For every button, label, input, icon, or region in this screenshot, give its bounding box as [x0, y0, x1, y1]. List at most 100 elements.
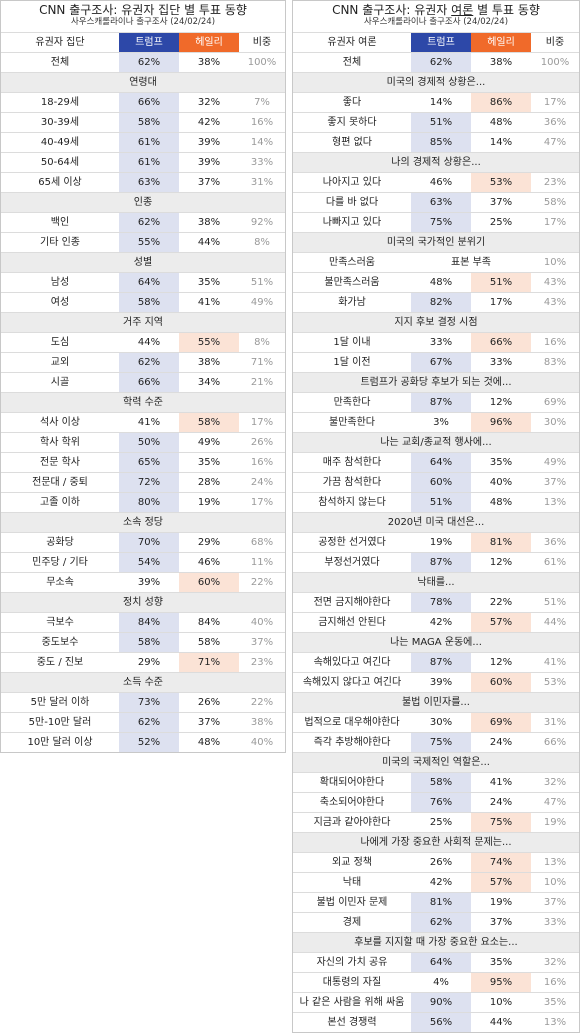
header-label: 유권자 여론: [327, 37, 377, 48]
table-row: 기타 인종 55% 44% 8%: [1, 232, 285, 252]
row-label: 남성: [50, 277, 70, 288]
trump-value: 39%: [137, 577, 161, 588]
trump-value: 41%: [137, 417, 161, 428]
row-label: 65세 이상: [38, 177, 82, 188]
row-label: 무소속: [46, 577, 74, 588]
row-label: 좋지 못하다: [327, 117, 377, 128]
haley-value: 37%: [489, 917, 513, 928]
row-label: 다를 바 없다: [325, 197, 379, 208]
haley-value: 38%: [197, 357, 221, 368]
haley-value: 48%: [489, 117, 513, 128]
share-value: 43%: [543, 277, 567, 288]
table-row: 화가남 82% 17% 43%: [293, 292, 579, 312]
haley-value: 37%: [197, 177, 221, 188]
row-label: 10만 달러 이상: [27, 737, 93, 748]
table-row: 만족스러움 표본 부족 10%: [293, 252, 579, 272]
haley-value: 40%: [489, 477, 513, 488]
row-label: 전체: [342, 57, 362, 68]
row-label: 확대되어야한다: [319, 777, 385, 788]
table-row: 경제 62% 37% 33%: [293, 912, 579, 932]
title-prefix: CNN 출구조사: 유권자: [332, 3, 452, 17]
page-subtitle: 사우스캐롤라이나 출구조사 (24/02/24): [70, 17, 216, 27]
share-value: 33%: [543, 917, 567, 928]
row-label: 불만족스러움: [324, 277, 380, 288]
haley-value: 75%: [471, 813, 531, 832]
section-header: 학력 수준: [1, 392, 285, 412]
table-row: 65세 이상 63% 37% 31%: [1, 172, 285, 192]
haley-value: 14%: [489, 137, 513, 148]
share-value: 37%: [250, 637, 274, 648]
share-value: 100%: [247, 57, 277, 68]
trump-value: 3%: [433, 417, 449, 428]
header-haley: 헤일리: [179, 33, 239, 52]
share-value: 11%: [250, 557, 274, 568]
share-value: 7%: [254, 97, 270, 108]
share-value: 38%: [250, 717, 274, 728]
row-label: 참석하지 않는다: [318, 497, 386, 508]
haley-value: 74%: [471, 853, 531, 872]
section-header: 트럼프가 공화당 후보가 되는 것에...: [293, 372, 579, 392]
row-label: 외교 정책: [332, 857, 372, 868]
share-value: 35%: [543, 997, 567, 1008]
trump-value: 30%: [429, 717, 453, 728]
section-header: 낙태를...: [293, 572, 579, 592]
trump-value: 75%: [411, 733, 471, 752]
trump-value: 58%: [119, 293, 179, 312]
section-header: 후보를 지지할 때 가장 중요한 요소는...: [293, 932, 579, 952]
trump-value: 84%: [119, 613, 179, 632]
share-value: 37%: [543, 897, 567, 908]
row-label: 1달 이전: [333, 357, 371, 368]
share-value: 19%: [543, 817, 567, 828]
trump-value: 19%: [429, 537, 453, 548]
header-haley: 헤일리: [471, 33, 531, 52]
trump-value: 48%: [429, 277, 453, 288]
trump-value: 44%: [137, 337, 161, 348]
trump-value: 62%: [411, 913, 471, 932]
share-value: 47%: [543, 797, 567, 808]
row-label: 극보수: [46, 617, 74, 628]
share-value: 47%: [543, 137, 567, 148]
row-label: 불법 이민자 문제: [316, 897, 388, 908]
trump-value: 63%: [119, 173, 179, 192]
share-value: 17%: [250, 497, 274, 508]
share-value: 26%: [250, 437, 274, 448]
share-value: 31%: [543, 717, 567, 728]
haley-value: 41%: [489, 777, 513, 788]
trump-value: 26%: [429, 857, 453, 868]
table-row: 1달 이내 33% 66% 16%: [293, 332, 579, 352]
share-value: 68%: [250, 537, 274, 548]
share-value: 22%: [250, 697, 274, 708]
haley-value: 39%: [197, 157, 221, 168]
row-label: 학사 학위: [40, 437, 80, 448]
trump-value: 65%: [119, 453, 179, 472]
haley-value: 44%: [489, 1017, 513, 1028]
table-row: 만족한다 87% 12% 69%: [293, 392, 579, 412]
table-row: 전문 학사 65% 35% 16%: [1, 452, 285, 472]
table-row: 외교 정책 26% 74% 13%: [293, 852, 579, 872]
trump-value: 42%: [429, 617, 453, 628]
opinion-table-panel: CNN 출구조사: 유권자 여론 별 투표 동향 사우스캐롤라이나 출구조사 (…: [292, 0, 580, 1033]
trump-value: 87%: [411, 553, 471, 572]
table-row: 학사 학위 50% 49% 26%: [1, 432, 285, 452]
table-row: 시골 66% 34% 21%: [1, 372, 285, 392]
haley-value: 41%: [197, 297, 221, 308]
share-value: 36%: [543, 117, 567, 128]
share-value: 10%: [543, 257, 567, 268]
haley-value: 24%: [489, 797, 513, 808]
share-value: 21%: [250, 377, 274, 388]
share-value: 53%: [543, 677, 567, 688]
row-label: 기타 인종: [40, 237, 80, 248]
haley-value: 46%: [197, 557, 221, 568]
table-row: 남성 64% 35% 51%: [1, 272, 285, 292]
row-label: 여성: [50, 297, 70, 308]
share-value: 16%: [250, 117, 274, 128]
share-value: 32%: [543, 777, 567, 788]
share-value: 51%: [543, 597, 567, 608]
share-value: 71%: [250, 357, 274, 368]
row-label: 전문대 / 중퇴: [32, 477, 88, 488]
row-label: 축소되어야한다: [319, 797, 385, 808]
share-value: 41%: [543, 657, 567, 668]
table-row: 좋다 14% 86% 17%: [293, 92, 579, 112]
table-row: 중도보수 58% 58% 37%: [1, 632, 285, 652]
trump-value: 56%: [411, 1013, 471, 1032]
